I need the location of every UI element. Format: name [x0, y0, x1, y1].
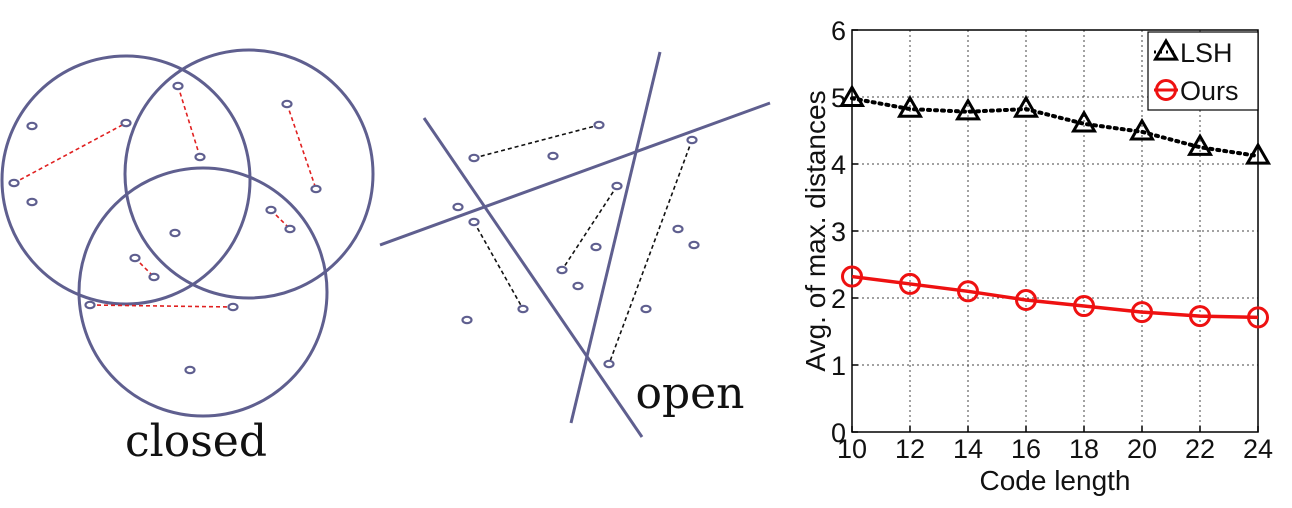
marker-lsh-14: [954, 97, 982, 121]
open-pair-link-1: [473, 221, 524, 310]
marker-ours-24: [1247, 306, 1269, 329]
closed-pair-link-1: [177, 85, 201, 158]
hyperplane-a: [422, 117, 644, 438]
marker-ours-12: [899, 272, 921, 295]
marker-ours-14: [957, 280, 979, 303]
closed-data-point-13: [84, 300, 96, 310]
circle-region-c: [77, 166, 329, 418]
open-pair-link-3: [608, 139, 693, 365]
closed-regions-panel: closed: [0, 48, 375, 467]
open-data-point-0: [468, 153, 480, 163]
marker-lsh-16: [1012, 95, 1040, 118]
x-tick-label-22: 22: [1185, 434, 1215, 464]
marker-ours-20: [1131, 301, 1153, 324]
closed-pair-link-0: [13, 122, 127, 184]
closed-data-point-15: [184, 365, 196, 375]
y-tick-label-2: 2: [831, 284, 846, 314]
x-tick-label-12: 12: [895, 434, 925, 464]
closed-pair-link-5: [89, 304, 234, 308]
legend-marker-ours: [1155, 79, 1177, 101]
closed-data-point-6: [281, 99, 293, 109]
legend-label-ours: Ours: [1180, 76, 1239, 106]
legend-label-lsh: LSH: [1180, 38, 1233, 68]
closed-data-point-10: [169, 228, 181, 238]
x-tick-label-10: 10: [837, 434, 867, 464]
series-lsh: [838, 84, 1272, 165]
closed-data-point-3: [120, 118, 132, 128]
marker-lsh-10: [838, 84, 866, 107]
y-tick-label-4: 4: [831, 150, 846, 180]
open-data-point-15: [603, 359, 615, 369]
series-ours: [841, 265, 1269, 329]
marker-ours-16: [1015, 289, 1037, 312]
open-data-point-4: [468, 217, 480, 227]
hyperplane-b: [569, 51, 662, 424]
series-line-ours: [851, 274, 1259, 320]
x-tick-label-20: 20: [1127, 434, 1157, 464]
open-data-point-12: [672, 224, 684, 234]
closed-data-point-4: [172, 81, 184, 91]
open-pair-link-0: [473, 124, 600, 159]
marker-ours-18: [1073, 295, 1095, 318]
marker-lsh-12: [896, 95, 924, 118]
x-axis-title: Code length: [979, 465, 1130, 496]
open-data-point-10: [590, 242, 602, 252]
y-tick-label-6: 6: [831, 16, 846, 46]
open-regions-panel: open: [379, 51, 771, 438]
legend-box: [1147, 31, 1259, 111]
circle-region-a: [0, 54, 252, 306]
open-data-point-3: [452, 202, 464, 212]
open-pair-link-2: [561, 185, 618, 271]
marker-lsh-20: [1128, 117, 1156, 141]
open-data-point-2: [547, 151, 559, 161]
open-data-point-9: [556, 265, 568, 275]
marker-ours-22: [1189, 305, 1211, 328]
x-tick-label-24: 24: [1243, 434, 1273, 464]
series-line-lsh: [850, 96, 1260, 158]
legend: LSH Ours: [1147, 31, 1259, 111]
open-data-point-8: [686, 135, 698, 145]
closed-label: closed: [125, 416, 267, 467]
x-tick-label-16: 16: [1011, 434, 1041, 464]
open-label: open: [635, 368, 744, 419]
open-data-point-7: [611, 181, 623, 191]
y-tick-label-3: 3: [831, 217, 846, 247]
closed-data-point-2: [26, 197, 38, 207]
marker-lsh-22: [1186, 133, 1214, 156]
marker-lsh-24: [1244, 141, 1272, 165]
marker-ours-10: [841, 265, 863, 288]
closed-data-point-8: [265, 205, 277, 215]
open-data-point-1: [593, 120, 605, 130]
circle-region-b: [123, 48, 375, 300]
closed-data-point-1: [8, 178, 20, 188]
closed-data-point-11: [129, 253, 141, 263]
y-tick-label-5: 5: [831, 83, 846, 113]
closed-data-point-14: [227, 302, 239, 312]
closed-data-point-0: [26, 121, 38, 131]
open-data-point-13: [688, 240, 700, 250]
y-axis-title: Avg. of max. distances: [800, 90, 831, 371]
closed-data-point-12: [148, 272, 160, 282]
closed-pair-link-2: [286, 103, 317, 190]
open-data-point-5: [517, 304, 529, 314]
marker-lsh-18: [1070, 109, 1098, 133]
x-tick-label-14: 14: [953, 434, 983, 464]
y-tick-label-0: 0: [831, 418, 846, 448]
closed-data-point-5: [194, 152, 206, 162]
closed-data-point-9: [284, 224, 296, 234]
y-tick-label-1: 1: [831, 351, 846, 381]
legend-marker-lsh: [1152, 37, 1180, 61]
open-data-point-14: [640, 304, 652, 314]
x-tick-label-18: 18: [1069, 434, 1099, 464]
open-data-point-11: [572, 281, 584, 291]
hyperplane-c: [379, 101, 771, 247]
open-data-point-6: [461, 315, 473, 325]
closed-data-point-7: [310, 184, 322, 194]
